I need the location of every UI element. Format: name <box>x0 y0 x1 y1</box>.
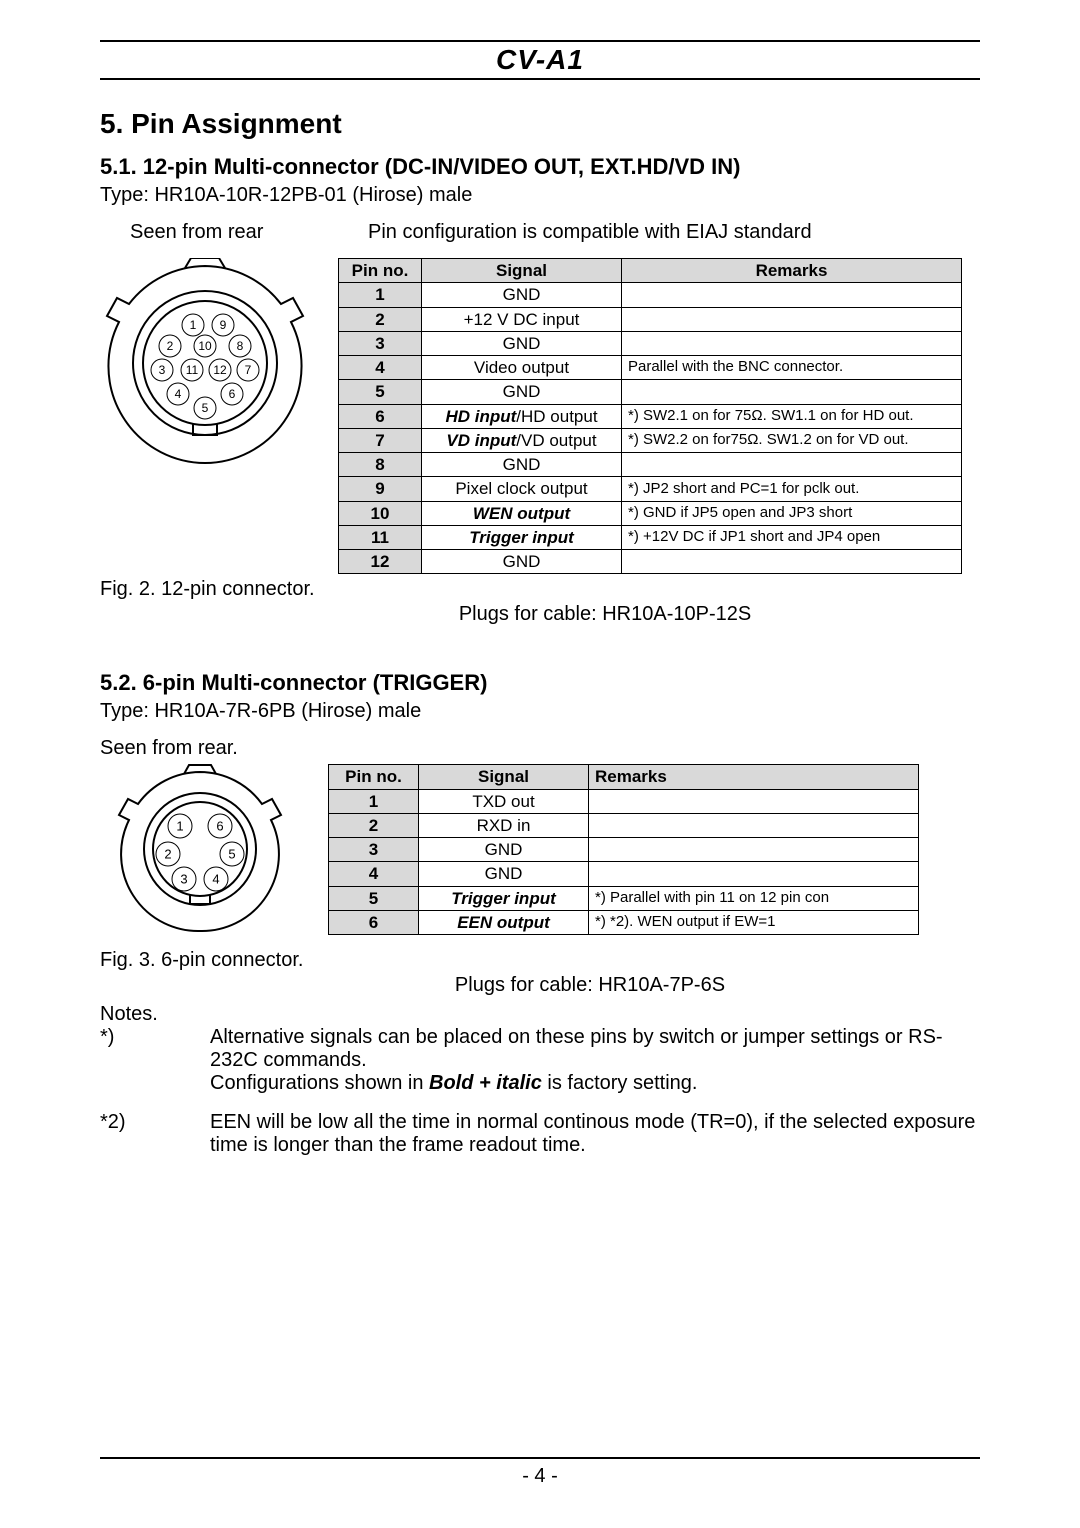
table-row: 2RXD in <box>329 813 919 837</box>
sub1-plugs: Plugs for cable: HR10A-10P-12S <box>230 603 980 626</box>
svg-text:8: 8 <box>237 339 244 353</box>
table-row: 1TXD out <box>329 789 919 813</box>
svg-text:4: 4 <box>212 872 219 887</box>
table-row: 4GND <box>329 862 919 886</box>
svg-text:3: 3 <box>159 363 166 377</box>
table-row: 11Trigger input*) +12V DC if JP1 short a… <box>339 525 962 549</box>
sub2-plugs: Plugs for cable: HR10A-7P-6S <box>200 974 980 997</box>
notes-heading: Notes. <box>100 1003 980 1026</box>
table-12pin: Pin no. Signal Remarks 1GND 2+12 V DC in… <box>338 258 962 574</box>
svg-text:1: 1 <box>176 819 183 834</box>
connector-12pin-diagram: 1 9 2 10 8 3 11 12 7 4 6 5 <box>100 258 310 468</box>
svg-text:7: 7 <box>245 363 252 377</box>
note-2: *2) EEN will be low all the time in norm… <box>100 1111 980 1157</box>
sub2-type: Type: HR10A-7R-6PB (Hirose) male <box>100 700 980 723</box>
table-row: 3GND <box>339 331 962 355</box>
table-row: 6EEN output*) *2). WEN output if EW=1 <box>329 910 919 934</box>
table-row: 1GND <box>339 283 962 307</box>
table-row: 2+12 V DC input <box>339 307 962 331</box>
sub1-title: 5.1. 12-pin Multi-connector (DC-IN/VIDEO… <box>100 154 980 180</box>
table-row: 5GND <box>339 380 962 404</box>
svg-text:3: 3 <box>180 872 187 887</box>
col-remarks: Remarks <box>622 259 962 283</box>
col-signal: Signal <box>419 765 589 789</box>
table-row: 10WEN output*) GND if JP5 open and JP3 s… <box>339 501 962 525</box>
svg-text:5: 5 <box>228 847 235 862</box>
table-6pin: Pin no. Signal Remarks 1TXD out 2RXD in … <box>328 764 919 935</box>
svg-text:5: 5 <box>202 401 209 415</box>
svg-text:6: 6 <box>229 387 236 401</box>
svg-text:2: 2 <box>164 847 171 862</box>
table-row: 5Trigger input*) Parallel with pin 11 on… <box>329 886 919 910</box>
table-row: 7VD input/VD output*) SW2.2 on for75Ω. S… <box>339 428 962 452</box>
sub1-seen-rear: Seen from rear <box>130 221 340 244</box>
header-product: CV-A1 <box>100 44 980 76</box>
table-row: 6HD input/HD output*) SW2.1 on for 75Ω. … <box>339 404 962 428</box>
svg-text:9: 9 <box>220 318 227 332</box>
note-1: *) Alternative signals can be placed on … <box>100 1026 980 1095</box>
connector-6pin-diagram: 1 6 2 5 3 4 <box>100 764 300 934</box>
svg-text:4: 4 <box>175 387 182 401</box>
table-row: 3GND <box>329 838 919 862</box>
sub2-title: 5.2. 6-pin Multi-connector (TRIGGER) <box>100 670 980 696</box>
table-row: 9Pixel clock output*) JP2 short and PC=1… <box>339 477 962 501</box>
svg-text:2: 2 <box>167 339 174 353</box>
section-title: 5. Pin Assignment <box>100 108 980 140</box>
col-signal: Signal <box>422 259 622 283</box>
col-pin: Pin no. <box>339 259 422 283</box>
svg-text:10: 10 <box>198 339 212 353</box>
svg-text:6: 6 <box>216 819 223 834</box>
fig3-caption: Fig. 3. 6-pin connector. <box>100 949 980 972</box>
table-row: 8GND <box>339 453 962 477</box>
page-number: - 4 - <box>100 1465 980 1488</box>
col-remarks: Remarks <box>589 765 919 789</box>
fig2-caption: Fig. 2. 12-pin connector. <box>100 578 980 601</box>
svg-text:1: 1 <box>190 318 197 332</box>
col-pin: Pin no. <box>329 765 419 789</box>
sub1-type: Type: HR10A-10R-12PB-01 (Hirose) male <box>100 184 980 207</box>
table-row: 4Video outputParallel with the BNC conne… <box>339 356 962 380</box>
sub2-seen-rear: Seen from rear. <box>100 737 980 760</box>
svg-text:12: 12 <box>213 363 227 377</box>
sub1-compat: Pin configuration is compatible with EIA… <box>368 221 980 244</box>
svg-text:11: 11 <box>186 363 199 377</box>
table-row: 12GND <box>339 550 962 574</box>
